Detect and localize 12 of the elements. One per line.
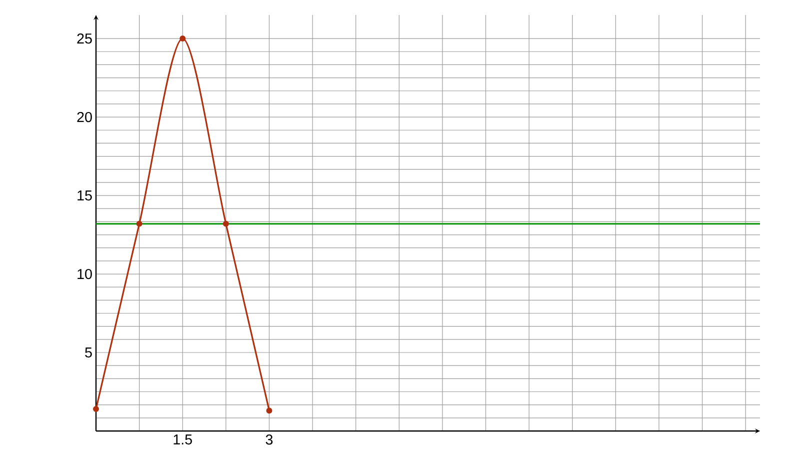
x-tick-label: 3 <box>266 434 273 445</box>
point <box>136 220 142 227</box>
y-tick-label: 15 <box>78 190 92 201</box>
point <box>266 408 272 414</box>
x-tick-label: 1.5 <box>174 434 192 445</box>
point <box>93 406 99 412</box>
y-tick-label: 10 <box>78 268 92 280</box>
y-tick-label: 20 <box>77 112 92 122</box>
point <box>180 36 186 42</box>
y-tick-label: 5 <box>85 348 92 358</box>
y-tick-label: 25 <box>77 33 92 44</box>
point <box>222 220 229 227</box>
